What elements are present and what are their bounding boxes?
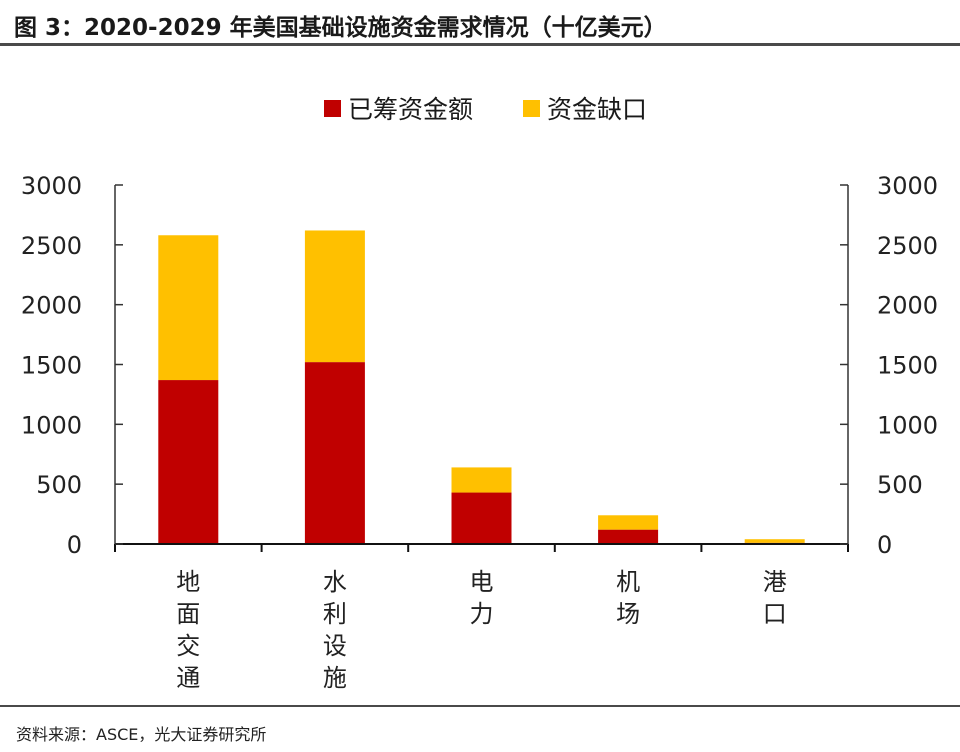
x-category-label: 水利设施	[323, 568, 347, 692]
left-y-tick-label: 500	[36, 471, 82, 499]
bars-group	[158, 230, 805, 544]
right-y-axis-labels: 0 500 1000 1500 2000 2500 3000	[877, 172, 938, 559]
source-note: 资料来源：ASCE，光大证券研究所	[16, 725, 267, 744]
x-category-label: 电力	[470, 568, 494, 628]
legend-label-funded: 已筹资金额	[348, 95, 473, 124]
left-y-tick-label: 3000	[21, 172, 82, 200]
x-category-label: 港口	[763, 568, 787, 628]
bar-funded	[598, 529, 659, 544]
right-y-tick-label: 0	[877, 531, 892, 559]
x-category-label: 机场	[616, 568, 640, 628]
left-y-tick-label: 0	[67, 531, 82, 559]
axes-group	[114, 184, 849, 552]
stacked-bar-chart: 已筹资金额 资金缺口 0 500 1000 1500 2000 2500 3000 0 500…	[21, 95, 938, 692]
legend-label-gap: 资金缺口	[547, 95, 647, 124]
left-y-tick-label: 1000	[21, 411, 82, 439]
bar-funded	[158, 380, 219, 544]
bar-gap	[158, 235, 219, 381]
left-y-tick-label: 1500	[21, 352, 82, 380]
right-y-tick-label: 2500	[877, 232, 938, 260]
x-axis-labels: 地面交通 水利设施 电力 机场 港口	[176, 568, 786, 692]
bar-gap	[598, 515, 659, 530]
left-y-tick-label: 2000	[21, 292, 82, 320]
x-category-label: 地面交通	[176, 568, 200, 692]
bar-funded	[451, 492, 512, 544]
right-y-tick-label: 2000	[877, 292, 938, 320]
left-y-axis-labels: 0 500 1000 1500 2000 2500 3000	[21, 172, 82, 559]
bar-funded	[304, 362, 365, 544]
legend-swatch-funded	[324, 100, 341, 117]
right-y-tick-label: 1000	[877, 411, 938, 439]
legend: 已筹资金额 资金缺口	[324, 95, 647, 124]
right-y-tick-label: 3000	[877, 172, 938, 200]
title-divider	[0, 43, 960, 46]
legend-swatch-gap	[523, 100, 540, 117]
right-y-tick-label: 500	[877, 471, 923, 499]
right-y-tick-label: 1500	[877, 352, 938, 380]
left-y-tick-label: 2500	[21, 232, 82, 260]
bar-gap	[744, 539, 805, 543]
figure-title: 图 3：2020-2029 年美国基础设施资金需求情况（十亿美元）	[14, 15, 667, 41]
bar-gap	[451, 467, 512, 493]
bar-gap	[304, 230, 365, 363]
footer-divider	[0, 705, 960, 707]
